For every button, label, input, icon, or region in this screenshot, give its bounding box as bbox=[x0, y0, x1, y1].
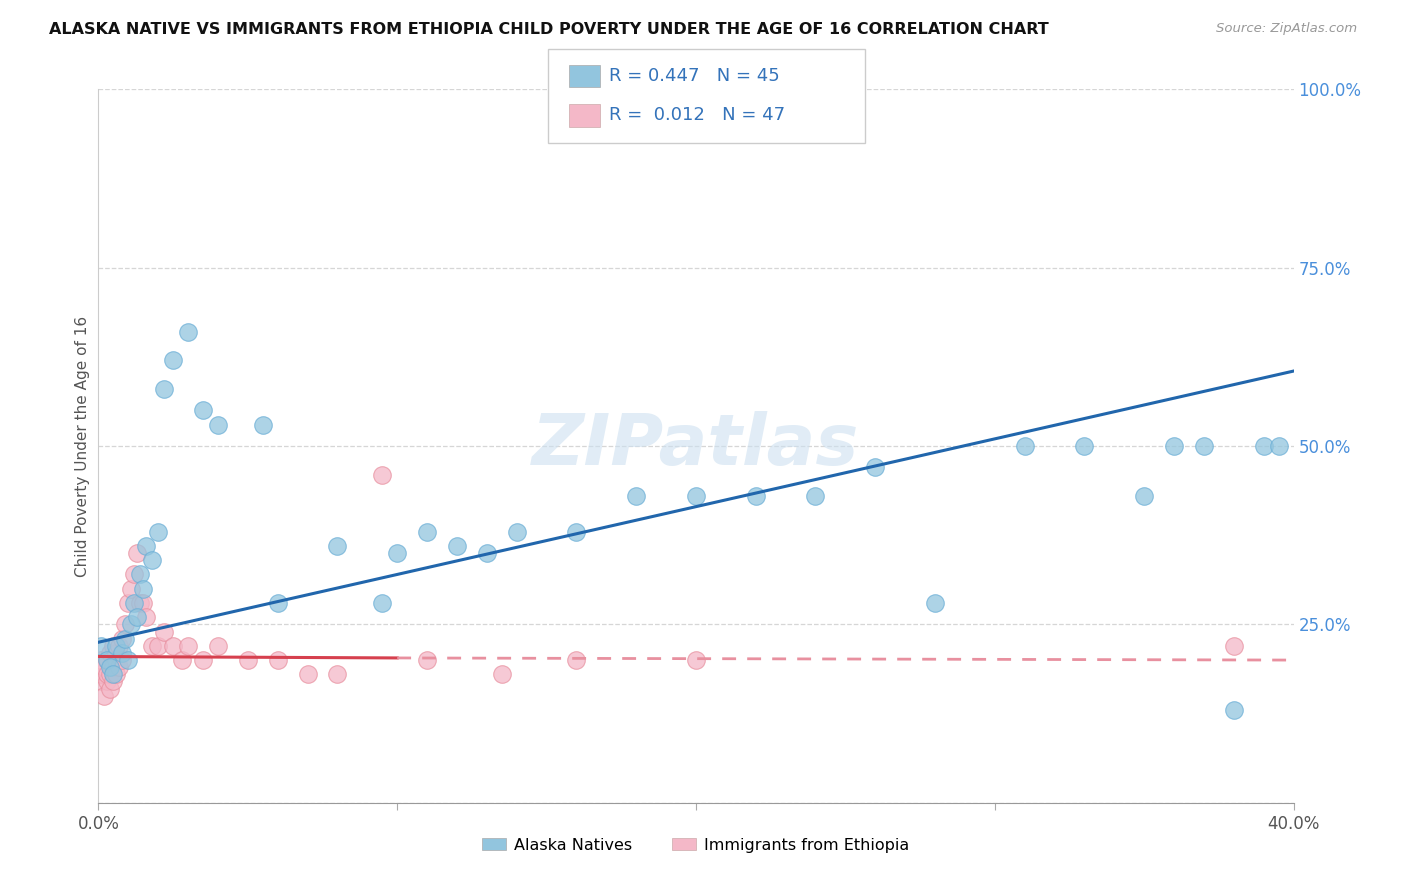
Point bbox=[371, 596, 394, 610]
Point bbox=[685, 653, 707, 667]
Point bbox=[105, 646, 128, 660]
Point bbox=[103, 660, 125, 674]
Point bbox=[98, 660, 122, 674]
Point bbox=[96, 653, 118, 667]
Point bbox=[1223, 639, 1246, 653]
Point bbox=[132, 582, 155, 596]
Point bbox=[416, 653, 439, 667]
Point bbox=[416, 524, 439, 539]
Point bbox=[90, 653, 112, 667]
Point bbox=[685, 489, 707, 503]
Point bbox=[177, 639, 200, 653]
Point bbox=[172, 653, 194, 667]
Point bbox=[105, 667, 128, 681]
Point bbox=[132, 596, 155, 610]
Point bbox=[1253, 439, 1275, 453]
Y-axis label: Child Poverty Under the Age of 16: Child Poverty Under the Age of 16 bbox=[75, 316, 90, 576]
Point bbox=[127, 610, 149, 624]
Point bbox=[1192, 439, 1215, 453]
Point bbox=[108, 660, 131, 674]
Point bbox=[90, 639, 112, 653]
Point bbox=[1163, 439, 1185, 453]
Point bbox=[252, 417, 274, 432]
Point bbox=[135, 610, 157, 624]
Point bbox=[135, 539, 157, 553]
Point bbox=[865, 460, 887, 475]
Point bbox=[90, 667, 112, 681]
Point bbox=[127, 546, 149, 560]
Point bbox=[475, 546, 498, 560]
Point bbox=[804, 489, 827, 503]
Point bbox=[98, 667, 122, 681]
Point bbox=[162, 639, 184, 653]
Point bbox=[191, 403, 214, 417]
Point bbox=[129, 596, 152, 610]
Point bbox=[105, 653, 128, 667]
Point bbox=[267, 653, 290, 667]
Point bbox=[103, 639, 125, 653]
Point bbox=[207, 639, 229, 653]
Point bbox=[1267, 439, 1289, 453]
Point bbox=[236, 653, 259, 667]
Point bbox=[141, 639, 163, 653]
Point bbox=[108, 639, 131, 653]
Point bbox=[103, 674, 125, 689]
Legend: Alaska Natives, Immigrants from Ethiopia: Alaska Natives, Immigrants from Ethiopia bbox=[477, 831, 915, 859]
Point bbox=[114, 617, 136, 632]
Point bbox=[111, 653, 134, 667]
Point bbox=[120, 582, 142, 596]
Point bbox=[148, 639, 170, 653]
Point bbox=[326, 667, 349, 681]
Point bbox=[191, 653, 214, 667]
Point bbox=[207, 417, 229, 432]
Point bbox=[1014, 439, 1036, 453]
Point bbox=[924, 596, 946, 610]
Point bbox=[385, 546, 409, 560]
Point bbox=[111, 646, 134, 660]
Point bbox=[120, 617, 142, 632]
Point bbox=[124, 567, 146, 582]
Point bbox=[93, 660, 115, 674]
Point bbox=[117, 596, 139, 610]
Point bbox=[129, 567, 152, 582]
Text: R =  0.012   N = 47: R = 0.012 N = 47 bbox=[609, 106, 785, 124]
Text: ZIPatlas: ZIPatlas bbox=[533, 411, 859, 481]
Point bbox=[565, 653, 588, 667]
Point bbox=[1133, 489, 1156, 503]
Point bbox=[506, 524, 529, 539]
Point bbox=[446, 539, 468, 553]
Point bbox=[98, 681, 122, 696]
Point bbox=[93, 689, 115, 703]
Point bbox=[90, 674, 112, 689]
Point bbox=[626, 489, 648, 503]
Point bbox=[177, 325, 200, 339]
Point bbox=[117, 653, 139, 667]
Text: R = 0.447   N = 45: R = 0.447 N = 45 bbox=[609, 67, 779, 85]
Point bbox=[103, 667, 125, 681]
Point bbox=[162, 353, 184, 368]
Point bbox=[267, 596, 290, 610]
Point bbox=[96, 674, 118, 689]
Point bbox=[98, 646, 122, 660]
Point bbox=[141, 553, 163, 567]
Point bbox=[491, 667, 513, 681]
Point bbox=[124, 596, 146, 610]
Point bbox=[326, 539, 349, 553]
Point bbox=[153, 382, 176, 396]
Point bbox=[1073, 439, 1095, 453]
Point bbox=[297, 667, 319, 681]
Text: ALASKA NATIVE VS IMMIGRANTS FROM ETHIOPIA CHILD POVERTY UNDER THE AGE OF 16 CORR: ALASKA NATIVE VS IMMIGRANTS FROM ETHIOPI… bbox=[49, 22, 1049, 37]
Point bbox=[105, 639, 128, 653]
Point bbox=[114, 632, 136, 646]
Point bbox=[371, 467, 394, 482]
Point bbox=[745, 489, 768, 503]
Point bbox=[96, 667, 118, 681]
Point bbox=[148, 524, 170, 539]
Point bbox=[153, 624, 176, 639]
Point bbox=[111, 632, 134, 646]
Text: Source: ZipAtlas.com: Source: ZipAtlas.com bbox=[1216, 22, 1357, 36]
Point bbox=[96, 653, 118, 667]
Point bbox=[565, 524, 588, 539]
Point bbox=[1223, 703, 1246, 717]
